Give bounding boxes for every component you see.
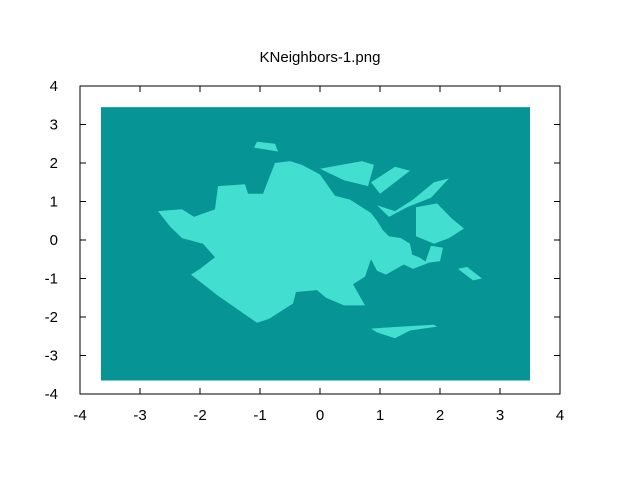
y-tick-label: 1 (50, 194, 58, 211)
x-tick-label: -3 (133, 407, 146, 424)
x-tick-label: 1 (376, 407, 384, 424)
y-tick-label: 3 (50, 117, 58, 134)
class-region-polygon-4 (377, 178, 449, 217)
class-region-polygon-9 (371, 324, 437, 339)
y-axis: -4 -3 -2 -1 0 1 2 3 4 (45, 78, 560, 403)
y-tick-label: -1 (45, 271, 58, 288)
class-region-polygon-8 (458, 266, 482, 281)
class-region-polygon-1 (254, 141, 278, 152)
class-region-polygon-7 (425, 245, 443, 264)
class-region-polygon-6 (401, 251, 428, 269)
x-tick-label: 4 (556, 407, 564, 424)
x-tick-label: 2 (436, 407, 444, 424)
x-tick-label: -4 (73, 407, 86, 424)
y-tick-label: 4 (50, 78, 58, 95)
class-region-polygon-5 (416, 203, 464, 244)
y-tick-label: 0 (50, 232, 58, 249)
y-tick-label: -2 (45, 309, 58, 326)
plot-area (101, 107, 530, 381)
y-tick-label: 2 (50, 155, 58, 172)
y-tick-label: -3 (45, 348, 58, 365)
x-axis: -4 -3 -2 -1 0 1 2 3 4 (73, 86, 564, 424)
y-tick-label: -4 (45, 386, 58, 403)
chart-title: KNeighbors-1.png (260, 49, 381, 66)
class-region-polygon-2 (320, 161, 374, 187)
x-tick-label: -2 (193, 407, 206, 424)
class-region-polygon-3 (371, 166, 410, 194)
x-tick-label: 0 (316, 407, 324, 424)
x-tick-label: -1 (253, 407, 266, 424)
x-tick-label: 3 (496, 407, 504, 424)
class-region-polygon-0 (158, 161, 413, 323)
